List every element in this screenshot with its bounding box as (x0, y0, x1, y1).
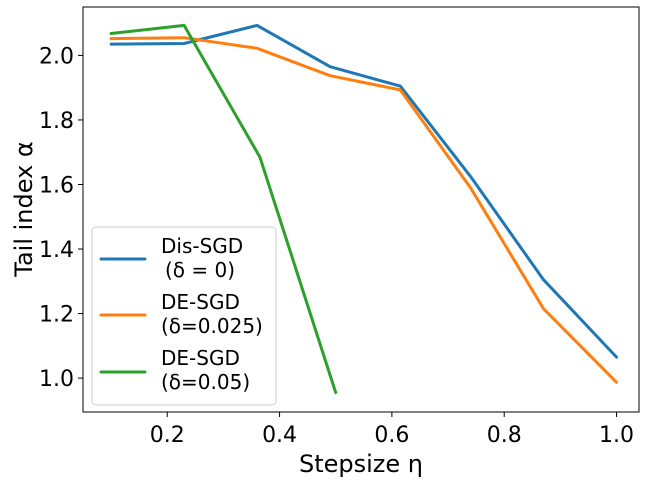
y-axis-label: Tail index α (10, 141, 38, 277)
x-tick-label: 0.2 (150, 423, 185, 448)
data-point (183, 24, 185, 27)
data-point (183, 42, 185, 45)
y-ticks: 1.0 1.2 1.4 1.6 1.8 2.0 (39, 44, 83, 392)
data-point (615, 381, 618, 384)
data-point (256, 24, 258, 27)
x-tick-label: 0.6 (374, 423, 409, 448)
data-point (542, 307, 545, 310)
legend-label: DE-SGD (161, 290, 240, 314)
series-line-2 (109, 23, 338, 395)
data-point (110, 37, 112, 40)
legend-frame (91, 226, 277, 406)
data-point (329, 74, 331, 77)
data-point (256, 47, 258, 50)
x-axis-label: Stepsize η (299, 450, 423, 478)
y-tick-label: 1.6 (39, 173, 74, 198)
x-tick-label: 0.8 (487, 423, 522, 448)
x-tick-label: 1.0 (599, 423, 634, 448)
plot-frame (82, 6, 640, 413)
legend-label: (δ = 0) (165, 258, 235, 282)
data-point (542, 278, 545, 281)
data-point (110, 43, 112, 45)
data-point (399, 85, 402, 87)
data-point (183, 36, 185, 39)
data-point (469, 175, 472, 178)
y-tick-label: 1.4 (39, 238, 74, 263)
x-tick-label: 0.4 (262, 423, 297, 448)
data-point (259, 156, 261, 158)
y-tick-label: 1.2 (39, 303, 74, 328)
series-layer (109, 23, 618, 395)
data-point (469, 186, 472, 189)
x-ticks: 0.2 0.4 0.6 0.8 1.0 (150, 412, 634, 448)
legend-label: (δ=0.025) (161, 314, 263, 338)
data-point (110, 32, 112, 35)
legend-entries: Dis-SGD(δ = 0)DE-SGD(δ=0.025)DE-SGD(δ=0.… (99, 234, 263, 394)
y-tick-label: 2.0 (39, 44, 74, 69)
data-point (329, 65, 331, 68)
data-point (615, 356, 618, 358)
y-tick-label: 1.8 (39, 109, 74, 134)
legend-label: Dis-SGD (161, 234, 243, 258)
legend: Dis-SGD(δ = 0)DE-SGD(δ=0.025)DE-SGD(δ=0.… (91, 226, 277, 406)
legend-label: DE-SGD (161, 346, 240, 370)
series-line-1 (109, 36, 618, 384)
y-tick-label: 1.0 (39, 367, 74, 392)
legend-label: (δ=0.05) (161, 370, 250, 394)
data-point (334, 391, 337, 394)
data-point (399, 89, 402, 91)
